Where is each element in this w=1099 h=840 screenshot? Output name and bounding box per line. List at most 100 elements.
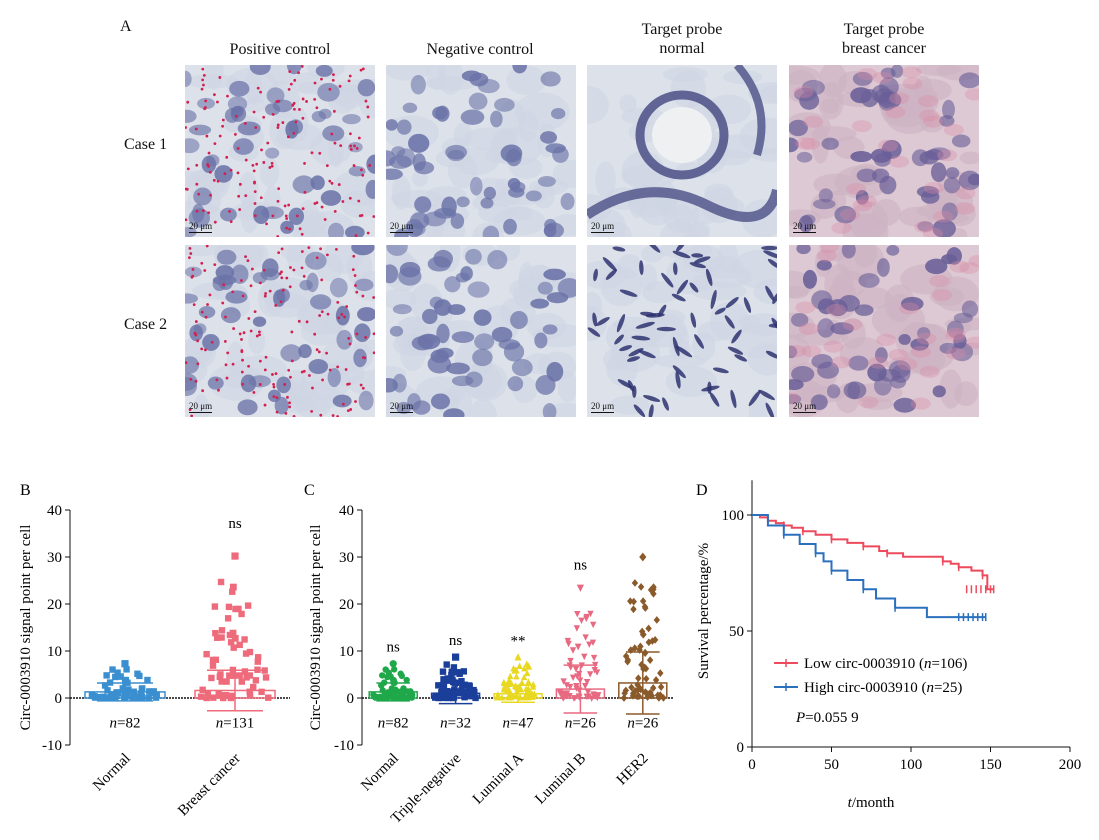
data-point <box>630 597 637 606</box>
micrograph-case-2-col-2: 20 μm <box>386 245 576 417</box>
data-point <box>438 689 445 696</box>
data-point <box>246 688 253 695</box>
data-point-max <box>452 653 460 661</box>
data-point <box>378 682 385 689</box>
data-point <box>590 654 598 662</box>
data-point <box>500 686 508 693</box>
data-point <box>569 674 577 681</box>
data-point <box>461 681 468 688</box>
data-point <box>583 678 591 686</box>
n-label: n=26 <box>565 716 596 732</box>
data-point <box>224 615 232 622</box>
data-point <box>567 657 574 665</box>
data-point-max <box>389 660 397 668</box>
data-point <box>244 602 252 609</box>
y-axis-label: Circ-0003910 signal point per cell <box>18 525 34 731</box>
significance-label: ns <box>574 558 588 574</box>
data-point <box>88 691 96 698</box>
data-point <box>382 666 389 673</box>
category-label: Luminal A <box>470 750 527 807</box>
data-point <box>440 683 448 691</box>
data-point <box>449 676 456 684</box>
survival-curve <box>752 514 986 619</box>
data-point <box>468 693 475 700</box>
data-point-max <box>121 660 129 668</box>
data-point <box>104 687 111 694</box>
data-point <box>460 668 468 675</box>
data-point-max <box>639 552 647 562</box>
data-point <box>223 678 230 685</box>
panel-letter: B <box>20 482 31 499</box>
data-point <box>226 672 233 679</box>
data-point <box>236 672 243 679</box>
data-point <box>643 674 650 683</box>
significance-label: ** <box>511 634 526 650</box>
data-point <box>103 672 110 679</box>
data-point <box>513 673 520 680</box>
y-tick-label: 10 <box>339 644 354 660</box>
data-point <box>586 671 594 678</box>
data-point <box>637 642 644 651</box>
significance-label: ns <box>449 633 463 649</box>
data-point <box>112 673 119 681</box>
data-point <box>523 669 531 677</box>
row-label-case-2: Case 2 <box>124 316 168 333</box>
data-point-outlier <box>229 629 237 637</box>
chart-d: D 0 50 100 0 50 100 150 200 Survival percentage/%… <box>696 480 1081 811</box>
y-tick-label: 40 <box>47 503 62 519</box>
data-point <box>572 666 580 673</box>
chart-b: B -10 0 10 20 30 40 Circ-0003910 signal point p… <box>18 482 290 820</box>
data-point <box>563 690 571 698</box>
col-header-target-breast-cancer: Target probe breast cancer <box>842 21 926 57</box>
scale-bar: 20 μm <box>793 221 817 233</box>
data-point-outlier <box>231 634 239 642</box>
data-point <box>584 689 592 696</box>
data-point <box>645 624 652 633</box>
y-tick-label: 30 <box>47 550 62 566</box>
data-point <box>529 683 537 690</box>
data-point-outlier <box>641 648 649 657</box>
data-point <box>630 605 637 614</box>
scale-bar: 20 μm <box>390 401 414 413</box>
micrograph-case-1-col-2: 20 μm <box>386 65 576 237</box>
data-point <box>657 669 664 677</box>
data-point <box>144 676 151 684</box>
data-point <box>448 671 455 679</box>
data-point <box>101 682 109 689</box>
legend-label: Low circ-0003910 (n=106) <box>804 656 967 672</box>
chart-c: C -10 0 10 20 30 40 Circ-0003910 signal point p… <box>304 482 674 827</box>
data-point <box>567 664 574 671</box>
data-point <box>258 688 265 696</box>
data-point <box>645 638 653 647</box>
category-label: Normal <box>90 751 134 795</box>
y-tick-label: 10 <box>47 644 62 660</box>
data-point <box>518 679 526 686</box>
data-point <box>593 669 601 676</box>
category-label: Breast cancer <box>175 751 244 820</box>
data-point <box>524 686 532 693</box>
data-point <box>236 641 243 649</box>
data-point-max <box>231 552 239 560</box>
x-axis-label: t/month <box>848 795 895 811</box>
data-point <box>218 634 225 641</box>
data-point <box>242 650 250 657</box>
data-point <box>573 683 580 690</box>
micrograph-case-2-col-4: 20 μm <box>789 245 979 417</box>
data-point <box>387 673 394 680</box>
data-point <box>578 617 585 625</box>
data-point <box>523 691 530 699</box>
data-point <box>238 678 246 685</box>
data-point <box>581 653 588 661</box>
y-tick-label: 20 <box>47 597 62 613</box>
n-label: n=32 <box>440 716 471 732</box>
data-point <box>235 605 242 613</box>
significance-label: ns <box>387 640 401 656</box>
data-point <box>212 656 220 664</box>
data-point <box>585 693 592 700</box>
micrograph-case-1-col-3: 20 μm <box>587 65 777 237</box>
data-point <box>500 678 508 686</box>
row-label-case-1: Case 1 <box>124 136 168 153</box>
data-point <box>583 613 590 621</box>
y-axis-label: Survival percentage/% <box>696 543 712 679</box>
data-point <box>637 583 645 591</box>
